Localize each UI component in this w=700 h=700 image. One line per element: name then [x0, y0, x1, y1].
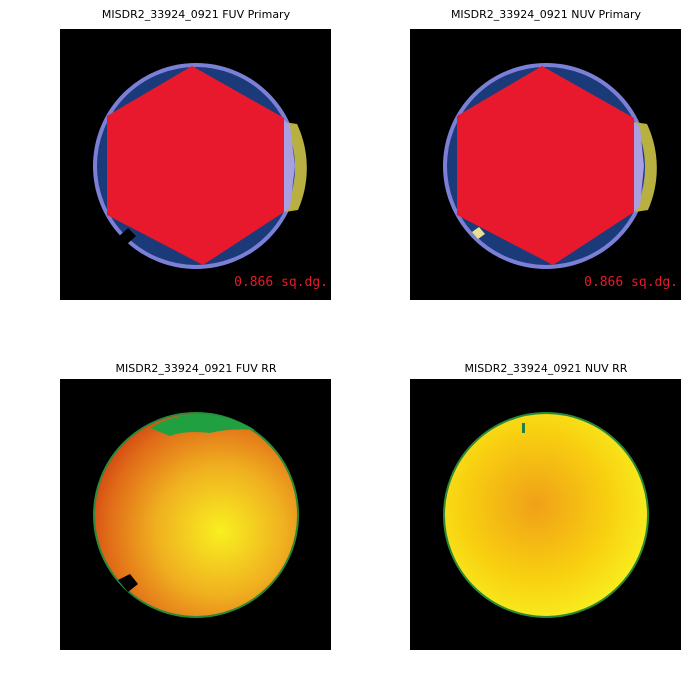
- edge-crescent: [634, 122, 657, 212]
- panel-title: MISDR2_33924_0921 FUV RR: [116, 362, 277, 375]
- edge-slab: [634, 122, 644, 212]
- panel-title: MISDR2_33924_0921 NUV Primary: [451, 8, 642, 21]
- area-label: 0.866 sq.dg.: [584, 275, 678, 290]
- panel-title: MISDR2_33924_0921 FUV Primary: [102, 8, 291, 21]
- edge-patch: [150, 413, 255, 436]
- artifact: [522, 423, 525, 433]
- notch: [118, 574, 138, 592]
- edge-slab: [284, 120, 295, 212]
- panel-title: MISDR2_33924_0921 NUV RR: [465, 362, 628, 375]
- hexagon: [457, 66, 634, 265]
- response-map: [93, 412, 299, 618]
- area-label: 0.866 sq.dg.: [234, 275, 328, 290]
- edge-crescent: [284, 122, 307, 212]
- notch: [117, 228, 136, 246]
- response-map: [443, 412, 649, 618]
- hexagon: [107, 66, 284, 265]
- artifact: [472, 227, 485, 239]
